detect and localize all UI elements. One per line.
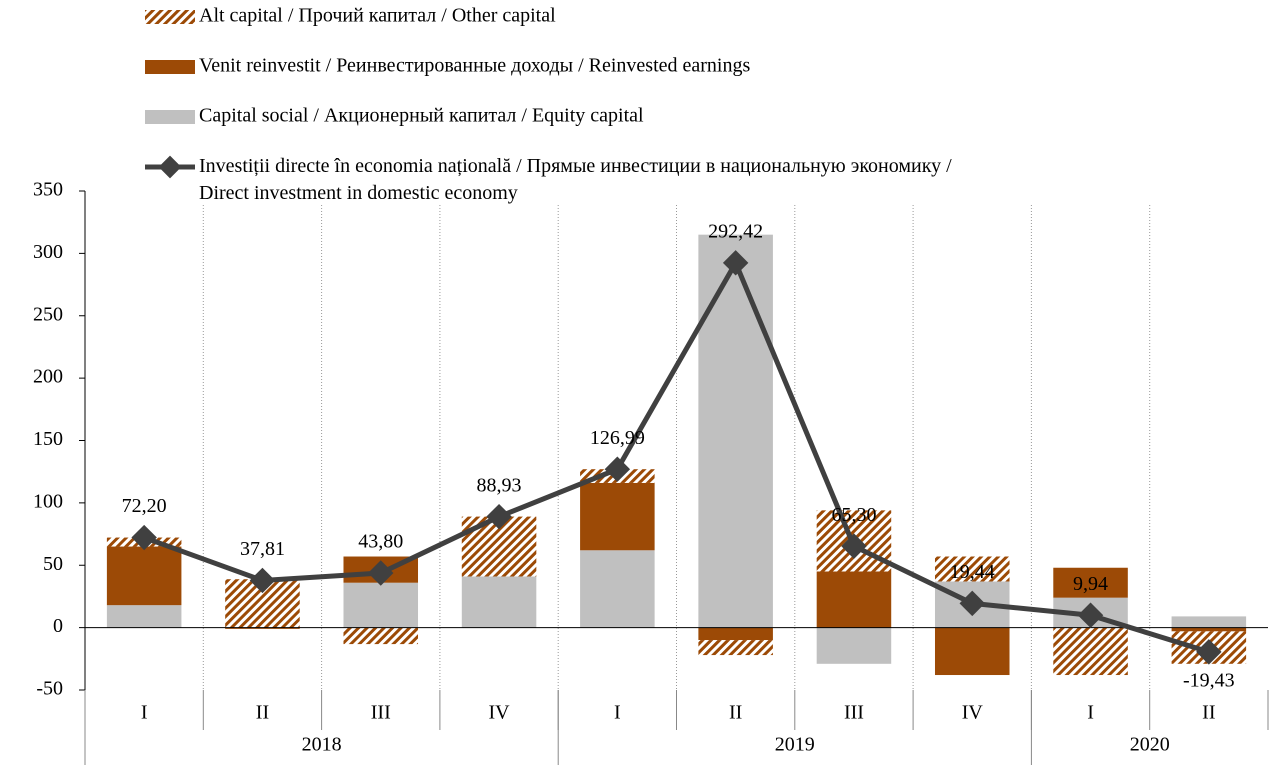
x-tick-label: III <box>844 702 864 724</box>
bar <box>1171 627 1247 632</box>
legend-marker <box>158 155 182 179</box>
bar <box>698 640 773 656</box>
bar <box>698 627 773 641</box>
x-tick-label: III <box>371 702 391 724</box>
x-tick-label: IV <box>962 702 984 724</box>
bar <box>106 605 182 628</box>
x-tick-label: II <box>1202 702 1215 724</box>
bar <box>816 627 892 664</box>
data-label: 43,80 <box>358 531 403 553</box>
y-tick-label: 50 <box>43 553 63 575</box>
bar <box>106 546 182 606</box>
data-label: 19,44 <box>950 561 995 583</box>
bar <box>698 234 773 628</box>
bar <box>225 627 300 629</box>
legend-line-text: Direct investment in domestic economy <box>199 182 518 204</box>
y-tick-label: 100 <box>33 490 63 512</box>
bar <box>461 576 537 628</box>
bar <box>934 627 1010 676</box>
x-tick-label: I <box>141 702 148 724</box>
marker <box>249 567 276 594</box>
group-label: 2020 <box>1130 734 1170 756</box>
data-label: -19,43 <box>1183 669 1235 691</box>
legend-label: Capital social / Акционерный капитал / E… <box>199 105 644 127</box>
legend-label: Venit reinvestit / Реинвестированные дох… <box>199 55 750 77</box>
marker <box>604 456 631 482</box>
data-label: 72,20 <box>122 495 167 517</box>
y-tick-label: 200 <box>33 366 63 388</box>
data-label: 88,93 <box>477 474 522 496</box>
y-tick-label: 0 <box>53 615 63 637</box>
bar <box>1053 567 1128 598</box>
bar <box>934 556 1010 582</box>
x-tick-label: I <box>1087 702 1094 724</box>
bar <box>1171 616 1247 628</box>
bar <box>580 482 655 551</box>
y-tick-label: 150 <box>33 428 63 450</box>
x-tick-label: II <box>256 702 269 724</box>
line <box>143 257 1210 655</box>
data-label: 9,94 <box>1073 573 1108 595</box>
y-tick-label: 300 <box>33 241 63 263</box>
bar <box>816 571 892 628</box>
legend-label: Investiții directe în economia națională… <box>199 155 952 204</box>
x-tick-label: IV <box>488 702 510 724</box>
x-tick-label: I <box>614 702 621 724</box>
data-label: 126,99 <box>590 427 645 449</box>
legend-line-text: Investiții directe în economia națională… <box>199 155 952 177</box>
data-label: 65,30 <box>831 504 876 526</box>
group-label: 2019 <box>775 734 815 756</box>
bar <box>343 582 419 628</box>
x-tick-label: II <box>729 702 742 724</box>
marker <box>722 250 749 276</box>
legend-swatch <box>145 110 195 124</box>
y-tick-label: 350 <box>33 179 63 201</box>
bar <box>1053 627 1128 676</box>
group-label: 2018 <box>302 734 342 756</box>
y-tick-label: 250 <box>33 303 63 325</box>
legend-label: Alt capital / Прочий капитал / Other cap… <box>199 5 556 27</box>
bar <box>343 627 419 645</box>
marker <box>841 533 867 559</box>
legend-swatch <box>145 10 195 24</box>
marker <box>959 590 985 617</box>
bar <box>580 550 655 628</box>
data-label: 37,81 <box>240 538 285 560</box>
marker <box>486 503 512 530</box>
marker <box>131 524 157 551</box>
legend-swatch <box>145 60 195 74</box>
data-label: 292,42 <box>708 220 763 242</box>
y-tick-label: -50 <box>36 678 63 700</box>
marker <box>368 560 394 586</box>
